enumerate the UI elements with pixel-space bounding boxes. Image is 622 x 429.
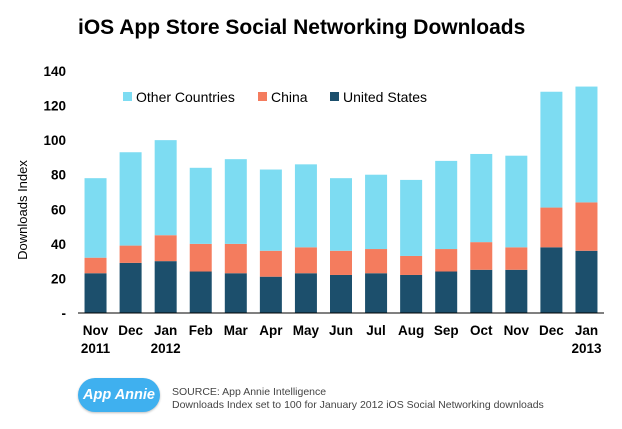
bar-other-countries bbox=[224, 159, 247, 244]
bar-china bbox=[119, 245, 142, 263]
x-tick-label: Aug bbox=[398, 323, 424, 338]
x-tick-label: Dec bbox=[539, 323, 564, 338]
source-line-1: SOURCE: App Annie Intelligence bbox=[172, 386, 327, 398]
x-tick-label: Jan bbox=[154, 323, 177, 338]
x-tick-label: May bbox=[293, 323, 320, 338]
bar-china bbox=[259, 250, 282, 277]
legend-label: Other Countries bbox=[136, 89, 235, 105]
x-tick-label: Jun bbox=[329, 323, 353, 338]
x-tick-label: Feb bbox=[189, 323, 213, 338]
bar-other-countries bbox=[294, 164, 317, 248]
x-tick-label: Jul bbox=[366, 323, 386, 338]
bar-other-countries bbox=[330, 178, 352, 251]
bar-united-states bbox=[294, 273, 317, 313]
x-tick-label: Dec bbox=[118, 323, 143, 338]
bar-china bbox=[505, 247, 528, 270]
x-ticks: Nov 2011 Dec Jan 2012 Feb Mar Apr May Jun Jul Aug Se… bbox=[81, 323, 602, 356]
bar-united-states bbox=[505, 269, 528, 313]
svg-text:Downloads Index: Downloads Index bbox=[15, 160, 30, 260]
y-tick-label: - bbox=[62, 306, 67, 321]
y-tick-label: 100 bbox=[43, 133, 66, 148]
app-annie-logo: App Annie bbox=[78, 378, 160, 412]
bar-united-states bbox=[400, 274, 423, 313]
bar-other-countries bbox=[470, 153, 493, 243]
x-tick-label: Nov bbox=[83, 323, 109, 338]
bar-other-countries bbox=[154, 140, 177, 236]
x-tick-label: Oct bbox=[470, 323, 493, 338]
bar-china bbox=[365, 249, 388, 274]
y-tick-label: 60 bbox=[51, 202, 66, 217]
legend-label: United States bbox=[343, 89, 427, 105]
y-tick-label: 140 bbox=[43, 64, 66, 79]
y-tick-label: 120 bbox=[43, 99, 66, 114]
bar-china bbox=[435, 249, 458, 272]
bar-china bbox=[330, 250, 352, 275]
bar-other-countries bbox=[189, 167, 212, 244]
bar-china bbox=[540, 207, 563, 248]
source-line-2: Downloads Index set to 100 for January 2… bbox=[172, 399, 544, 411]
bar-other-countries bbox=[84, 178, 107, 258]
bar-china bbox=[224, 243, 247, 274]
bar-other-countries bbox=[259, 169, 282, 251]
x-tick-label: Nov bbox=[504, 323, 530, 338]
source-note: SOURCE: App Annie Intelligence Downloads… bbox=[172, 386, 544, 412]
legend-swatch bbox=[123, 92, 132, 101]
bar-united-states bbox=[365, 273, 388, 313]
bar-china bbox=[84, 257, 107, 274]
bar-china bbox=[189, 243, 212, 272]
x-tick-label: Apr bbox=[259, 323, 283, 338]
bar-united-states bbox=[259, 276, 282, 313]
bar-other-countries bbox=[505, 155, 528, 248]
bar-china bbox=[575, 202, 598, 251]
bars bbox=[84, 86, 598, 313]
bar-china bbox=[154, 235, 177, 262]
x-tick-year-label: 2012 bbox=[151, 341, 181, 356]
bar-united-states bbox=[470, 269, 493, 313]
x-tick-year-label: 2013 bbox=[571, 341, 602, 356]
bar-united-states bbox=[575, 250, 598, 313]
y-ticks: - 20 40 60 80 100 120 140 bbox=[43, 64, 66, 321]
bar-other-countries bbox=[540, 91, 563, 208]
bar-china bbox=[294, 247, 317, 274]
bar-other-countries bbox=[575, 86, 598, 203]
bar-other-countries bbox=[435, 160, 458, 250]
bar-united-states bbox=[435, 271, 458, 313]
bar-other-countries bbox=[119, 152, 142, 246]
bar-united-states bbox=[84, 273, 107, 313]
legend-swatch bbox=[258, 92, 267, 101]
y-axis-label: Downloads Index bbox=[15, 160, 30, 260]
x-tick-label: Mar bbox=[224, 323, 249, 338]
bar-united-states bbox=[119, 262, 142, 313]
chart-title: iOS App Store Social Networking Download… bbox=[78, 16, 526, 39]
x-tick-year-label: 2011 bbox=[81, 341, 111, 356]
bar-china bbox=[400, 255, 423, 275]
bar-other-countries bbox=[365, 174, 388, 250]
bar-united-states bbox=[224, 273, 247, 313]
x-tick-label: Sep bbox=[434, 323, 459, 338]
bar-china bbox=[470, 242, 493, 270]
bar-united-states bbox=[540, 247, 563, 313]
y-tick-label: 20 bbox=[51, 271, 66, 286]
bar-united-states bbox=[330, 274, 352, 313]
legend: Other Countries China United States bbox=[123, 89, 427, 105]
bar-united-states bbox=[189, 271, 212, 313]
x-tick-label: Jan bbox=[575, 323, 598, 338]
bar-other-countries bbox=[400, 179, 423, 256]
legend-swatch bbox=[330, 92, 339, 101]
legend-label: China bbox=[271, 89, 308, 105]
y-tick-label: 80 bbox=[51, 168, 66, 183]
bar-united-states bbox=[154, 261, 177, 313]
y-tick-label: 40 bbox=[51, 237, 66, 252]
